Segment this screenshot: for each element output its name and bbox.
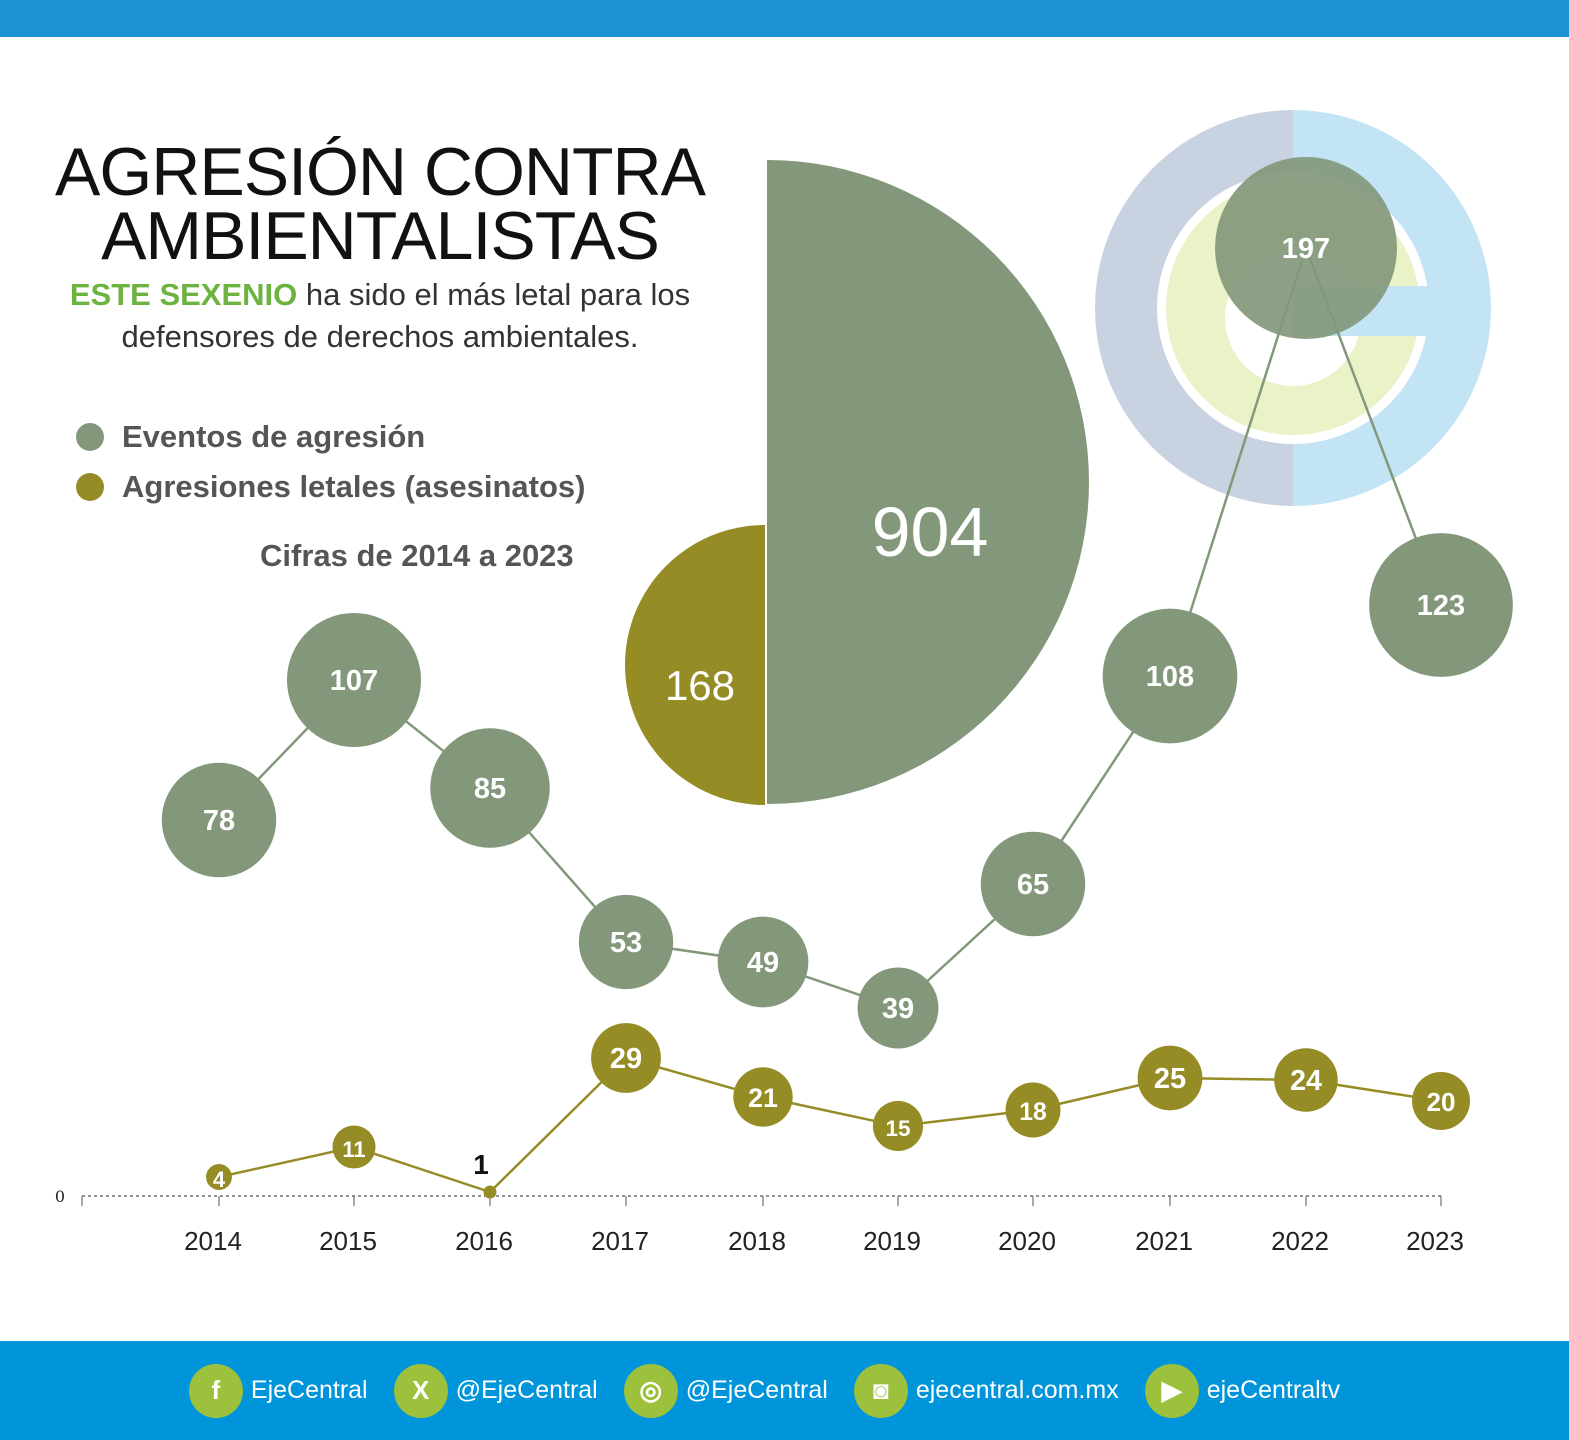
x-tick-label: 2016 xyxy=(455,1226,513,1256)
social-instagram[interactable]: ◙ ejecentral.com.mx xyxy=(853,1363,1119,1418)
event-data-label: 85 xyxy=(474,773,506,805)
location-pin-icon: ◎ xyxy=(623,1363,678,1418)
footer: f EjeCentral X @EjeCentral ◎ @EjeCentral ◙ e… xyxy=(0,1341,1569,1440)
social-facebook[interactable]: f EjeCentral xyxy=(188,1363,368,1418)
event-bubble xyxy=(1102,608,1238,744)
lethal-bubble xyxy=(1005,1082,1061,1138)
event-bubble xyxy=(1369,533,1513,677)
event-bubble xyxy=(857,967,939,1049)
lethal-bubble xyxy=(1274,1048,1338,1112)
page-title: AGRESIÓN CONTRA AMBIENTALISTAS xyxy=(55,134,706,274)
y-zero-label: 0 xyxy=(55,1187,65,1206)
legend-label: Eventos de agresión xyxy=(122,419,426,454)
lethal-bubble xyxy=(1412,1072,1470,1130)
lethal-data-label: 21 xyxy=(748,1083,778,1113)
lethal-bubble xyxy=(733,1067,793,1127)
instagram-icon: ◙ xyxy=(853,1363,908,1418)
lethal-data-label: 25 xyxy=(1154,1063,1186,1095)
x-tick-label: 2018 xyxy=(728,1226,786,1256)
lethal-bubble xyxy=(332,1125,376,1169)
social-label: ejecentral.com.mx xyxy=(915,1376,1119,1404)
lethal-series-line xyxy=(218,1056,1442,1194)
legend-dot-lethal xyxy=(76,473,104,501)
facebook-icon: f xyxy=(188,1363,243,1418)
event-bubble xyxy=(161,762,277,878)
event-bubble xyxy=(717,916,809,1008)
lethal-bubble xyxy=(591,1023,661,1093)
event-data-label: 108 xyxy=(1146,661,1194,693)
lethal-bubble xyxy=(1137,1045,1203,1111)
event-data-label: 123 xyxy=(1417,590,1465,622)
subtitle-text: ha sido el más letal para los defensores… xyxy=(121,277,691,354)
x-tick-label: 2019 xyxy=(863,1226,921,1256)
lethal-data-label: 15 xyxy=(885,1116,910,1141)
top-bar xyxy=(0,0,1569,37)
total-lethal-half-circle xyxy=(625,525,765,805)
social-label: ejeCentraltv xyxy=(1206,1376,1341,1404)
event-data-label: 197 xyxy=(1282,233,1330,265)
total-events-label: 904 xyxy=(872,493,989,571)
event-data-label: 39 xyxy=(882,993,914,1025)
subtitle-highlight: ESTE SEXENIO xyxy=(69,277,298,312)
legend-label: Agresiones letales (asesinatos) xyxy=(122,469,586,504)
range-label: Cifras de 2014 a 2023 xyxy=(260,538,574,573)
subtitle: ESTE SEXENIO ha sido el más letal para l… xyxy=(40,274,720,358)
event-data-label: 78 xyxy=(203,805,235,837)
event-bubble xyxy=(286,612,422,748)
x-tick-label: 2021 xyxy=(1135,1226,1193,1256)
social-youtube[interactable]: ▶ ejeCentraltv xyxy=(1144,1363,1341,1418)
lethal-bubble xyxy=(483,1185,497,1199)
total-lethal-label: 168 xyxy=(665,662,735,709)
social-label: EjeCentral xyxy=(250,1376,368,1404)
event-series-line xyxy=(218,244,1443,1010)
legend-item-events: Eventos de agresión xyxy=(76,412,585,462)
event-data-label: 107 xyxy=(330,665,378,697)
youtube-icon: ▶ xyxy=(1144,1363,1199,1418)
lethal-data-label: 1 xyxy=(473,1149,489,1180)
legend: Eventos de agresión Agresiones letales (… xyxy=(76,412,585,512)
event-bubble xyxy=(430,728,550,848)
legend-dot-events xyxy=(76,423,104,451)
x-tick-label: 2022 xyxy=(1271,1226,1329,1256)
lethal-bubble xyxy=(206,1164,232,1190)
lethal-data-label: 11 xyxy=(342,1137,365,1162)
social-label: @EjeCentral xyxy=(455,1376,598,1404)
lethal-data-label: 20 xyxy=(1426,1087,1455,1117)
x-tick-label: 2015 xyxy=(319,1226,377,1256)
event-bubble xyxy=(980,831,1086,937)
legend-item-lethal: Agresiones letales (asesinatos) xyxy=(76,462,585,512)
x-tick-label: 2023 xyxy=(1406,1226,1464,1256)
social-threads[interactable]: ◎ @EjeCentral xyxy=(623,1363,828,1418)
event-data-label: 49 xyxy=(747,947,779,979)
lethal-data-label: 18 xyxy=(1019,1099,1047,1126)
x-icon: X xyxy=(393,1363,448,1418)
lethal-data-label: 24 xyxy=(1290,1065,1322,1097)
social-x[interactable]: X @EjeCentral xyxy=(393,1363,598,1418)
event-bubble xyxy=(578,894,674,990)
event-data-label: 53 xyxy=(610,927,642,959)
x-tick-label: 2014 xyxy=(184,1226,242,1256)
social-label: @EjeCentral xyxy=(685,1376,828,1404)
x-tick-label: 2020 xyxy=(998,1226,1056,1256)
event-bubble xyxy=(1215,157,1397,339)
total-events-half-circle xyxy=(767,160,1089,804)
x-tick-label: 2017 xyxy=(591,1226,649,1256)
lethal-data-label: 4 xyxy=(213,1167,226,1192)
lethal-bubble xyxy=(872,1100,924,1152)
event-data-label: 65 xyxy=(1017,869,1049,901)
lethal-data-label: 29 xyxy=(610,1043,642,1075)
